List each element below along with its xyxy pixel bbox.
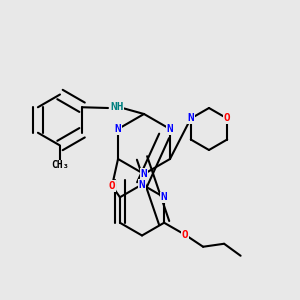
Text: N: N bbox=[115, 124, 122, 134]
Text: N: N bbox=[141, 169, 147, 179]
Text: N: N bbox=[139, 179, 145, 190]
Text: O: O bbox=[224, 113, 230, 124]
Text: O: O bbox=[182, 230, 188, 240]
Text: N: N bbox=[188, 113, 194, 124]
Text: N: N bbox=[167, 124, 173, 134]
Text: CH₃: CH₃ bbox=[51, 160, 69, 170]
Text: O: O bbox=[109, 181, 116, 191]
Text: N: N bbox=[161, 192, 167, 202]
Text: NH: NH bbox=[110, 101, 124, 112]
